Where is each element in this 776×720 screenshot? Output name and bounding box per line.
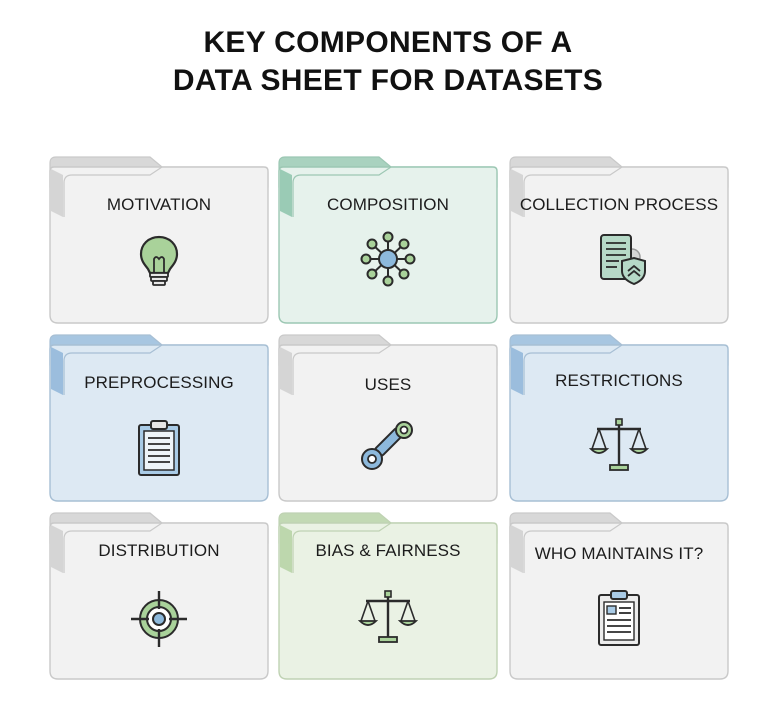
folder-pocket bbox=[63, 166, 163, 217]
folder-accent bbox=[51, 525, 63, 573]
folder-pocket bbox=[523, 522, 623, 573]
folder-pocket bbox=[292, 522, 392, 573]
folder-accent bbox=[51, 347, 63, 395]
title-line-1: KEY COMPONENTS OF A bbox=[203, 26, 573, 59]
folder-accent bbox=[280, 347, 292, 395]
card-restrictions: RESTRICTIONS bbox=[509, 334, 729, 502]
lightbulb-icon bbox=[129, 229, 189, 289]
folder-accent bbox=[511, 347, 523, 395]
card-motivation: MOTIVATION bbox=[49, 156, 269, 324]
card-label: USES bbox=[364, 375, 412, 394]
card-distribution: DISTRIBUTION bbox=[49, 512, 269, 680]
card-label: COLLECTION PROCESS bbox=[519, 195, 719, 214]
scales-icon bbox=[588, 415, 650, 475]
card-label: WHO MAINTAINS IT? bbox=[534, 544, 704, 563]
link-icon bbox=[358, 417, 418, 477]
diagram-title: KEY COMPONENTS OF A DATA SHEET FOR DATAS… bbox=[0, 24, 776, 100]
card-preprocessing: PREPROCESSING bbox=[49, 334, 269, 502]
card-bias-fairness: BIAS & FAIRNESS bbox=[278, 512, 498, 680]
folder-body bbox=[278, 344, 498, 502]
folder-accent bbox=[51, 169, 63, 217]
folder-pocket bbox=[292, 344, 392, 395]
card-collection-process: COLLECTION PROCESS bbox=[509, 156, 729, 324]
document-shield-icon bbox=[589, 229, 649, 289]
folder-pocket bbox=[63, 522, 163, 573]
folder-pocket bbox=[292, 166, 392, 217]
card-label: COMPOSITION bbox=[327, 195, 449, 214]
folder-pocket bbox=[523, 344, 623, 395]
clipboard-icon bbox=[129, 419, 189, 479]
title-line-2: DATA SHEET FOR DATASETS bbox=[172, 64, 604, 97]
folder-accent bbox=[511, 525, 523, 573]
folder-pocket bbox=[523, 166, 623, 217]
folder-pocket bbox=[63, 344, 163, 395]
folder-accent bbox=[280, 525, 292, 573]
card-label: DISTRIBUTION bbox=[98, 541, 220, 560]
card-label: PREPROCESSING bbox=[84, 373, 234, 392]
scales-icon bbox=[357, 587, 419, 647]
card-label: RESTRICTIONS bbox=[555, 371, 683, 390]
folder-shape bbox=[278, 334, 498, 502]
clipboard-list-icon bbox=[589, 589, 649, 649]
card-label: BIAS & FAIRNESS bbox=[315, 541, 461, 560]
folder-accent bbox=[280, 169, 292, 217]
target-icon bbox=[129, 589, 189, 649]
card-composition: COMPOSITION bbox=[278, 156, 498, 324]
folder-accent bbox=[511, 169, 523, 217]
card-who-maintains-it: WHO MAINTAINS IT? bbox=[509, 512, 729, 680]
network-icon bbox=[358, 229, 418, 289]
card-label: MOTIVATION bbox=[106, 195, 212, 214]
card-uses: USES bbox=[278, 334, 498, 502]
